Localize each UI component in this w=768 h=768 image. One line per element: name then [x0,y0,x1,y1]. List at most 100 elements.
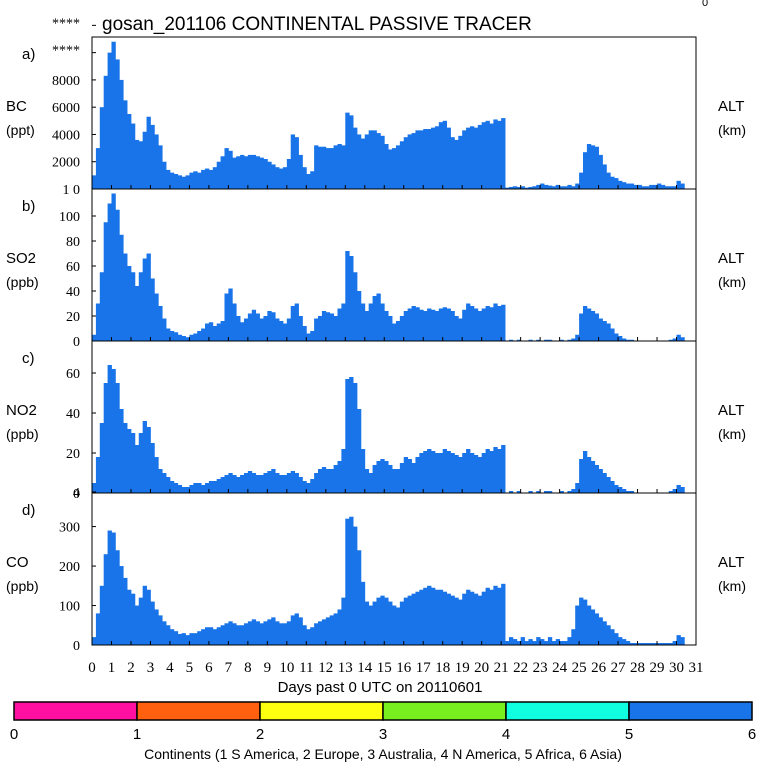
bar [450,453,455,493]
bar [660,643,666,645]
bar [236,625,241,645]
bar [282,475,288,493]
bar [189,172,194,189]
bar [450,595,455,645]
bar [201,169,206,189]
bar [501,445,506,493]
bar [431,127,436,189]
bar [563,186,568,189]
bar [103,75,108,189]
bars-d [92,516,685,645]
bar [388,601,393,645]
bar [286,621,292,645]
bar [310,627,315,645]
bar [442,449,448,493]
bar [505,187,510,189]
bar [208,169,214,189]
bar [559,491,564,493]
bar [446,127,451,189]
bar [263,473,268,493]
bar [115,209,120,341]
bar [676,180,681,189]
x-tick-label: 0 [88,660,96,676]
bar [267,311,272,341]
bar [579,172,584,189]
bar [115,550,120,645]
bar [629,643,635,645]
x-tick-label: 27 [611,660,627,676]
panel-label: a) [22,46,35,63]
bar [349,516,354,645]
bar [103,383,108,493]
bar [477,457,483,493]
bar [481,122,486,189]
bar [446,593,451,645]
bar [111,532,116,645]
bar [353,383,358,493]
bar [255,156,260,189]
bar [290,615,296,645]
bar [473,127,479,189]
bar [146,116,151,189]
bar [582,451,588,493]
bar [224,293,229,341]
bars-c [92,365,685,493]
x-tick-label: 19 [455,660,470,676]
x-tick-label: 14 [357,660,373,676]
bar [384,144,389,189]
bar [360,449,366,493]
bar [575,334,580,341]
bar [173,483,179,493]
bar [282,167,288,189]
bar [372,130,377,189]
x-tick-label: 11 [299,660,313,676]
bar [528,339,533,341]
y-tick-label: 60 [66,367,80,382]
bar [271,469,276,493]
unit-label: (ppb) [6,426,39,442]
bar [419,130,424,189]
bar [473,455,479,493]
bar [481,453,486,493]
x-axis-label: Days past 0 UTC on 20110601 [278,679,483,696]
bar [454,316,459,341]
bar [411,593,416,645]
bar [325,312,331,341]
panel-b: 0 20 40 60 80 100 b) SO2 (ppb) ALT (km) [6,188,746,350]
bar [618,637,623,645]
colorbar-label: 0 [10,726,18,743]
bar [142,131,147,189]
bar [95,457,101,493]
bar [329,313,334,341]
bar [103,554,108,645]
bar [438,589,444,645]
bar [286,159,292,189]
bars-b [92,193,685,341]
colorbar-segment [259,701,384,721]
bar [602,321,607,341]
bar [224,623,229,645]
bar [158,145,163,189]
bar [579,313,584,341]
bar [247,154,253,189]
bar [625,491,631,493]
bar [169,629,175,645]
bar [197,631,202,645]
bar [162,473,167,493]
bar [302,481,307,493]
bar [618,336,623,341]
bar [169,331,175,341]
bar [321,467,327,493]
y-tick-label: 20 [66,447,80,462]
bar [454,455,459,493]
bar [388,316,393,341]
bar [123,577,128,645]
bar [130,593,136,645]
bar [138,433,144,493]
bar [590,311,596,341]
bar [314,623,319,645]
bar [138,272,144,341]
right-axis-unit: (km) [718,274,746,290]
bar [586,457,592,493]
bar [205,627,210,645]
